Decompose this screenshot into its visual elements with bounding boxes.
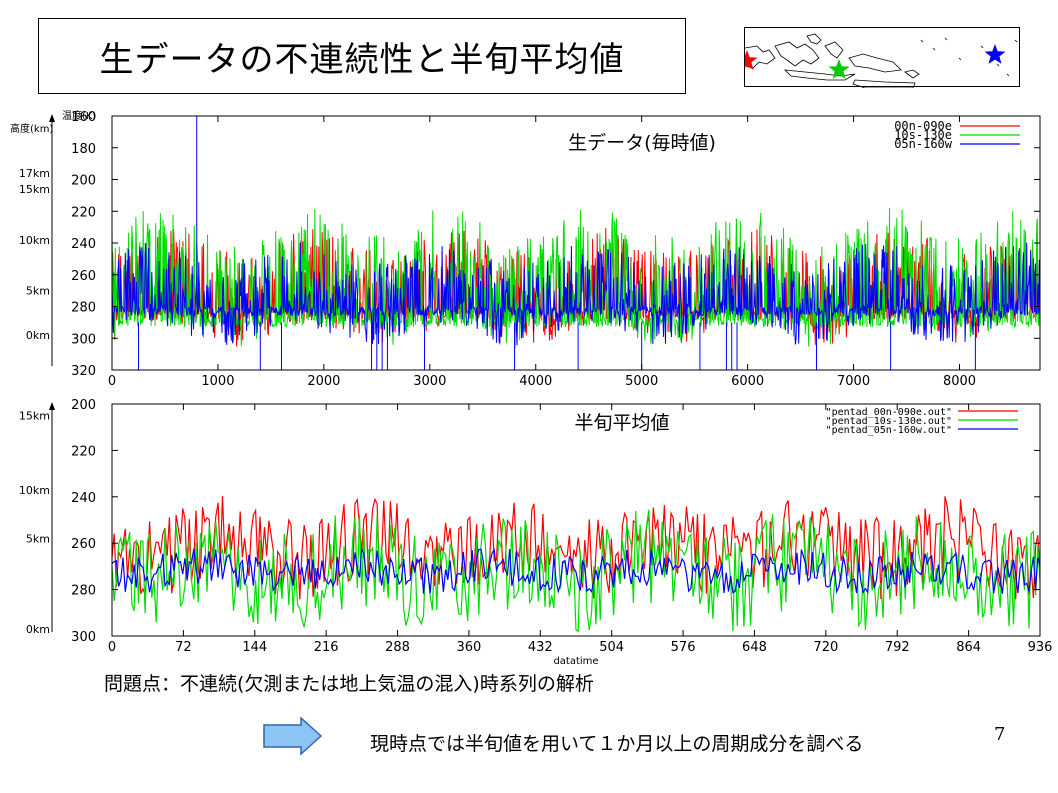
- page-number: 7: [994, 724, 1006, 745]
- y-tick-label: 160: [71, 110, 96, 125]
- y-tick-label: 200: [71, 398, 96, 413]
- altitude-label: 15km: [19, 183, 50, 196]
- legend-label: "pentad_05n-160w.out": [826, 425, 952, 436]
- chart-title: 半旬平均値: [574, 412, 669, 434]
- altitude-label: 5km: [26, 533, 50, 546]
- altitude-label: 17km: [19, 167, 50, 180]
- x-tick-label: 288: [385, 640, 410, 655]
- y-tick-label: 300: [71, 332, 96, 347]
- altitude-label: 5km: [26, 285, 50, 298]
- x-tick-label: 7000: [837, 374, 870, 389]
- series-line-2: [111, 509, 1041, 633]
- x-tick-label: 360: [457, 640, 482, 655]
- location-map: [744, 27, 1020, 88]
- y-tick-label: 240: [71, 491, 96, 506]
- legend-label: 10s-130e: [894, 128, 952, 142]
- x-tick-label: 72: [175, 640, 192, 655]
- chart-title: 生データ(毎時値): [568, 132, 716, 154]
- x-tick-label: 2000: [307, 374, 340, 389]
- series-line-3: [111, 242, 1041, 346]
- y-tick-label: 180: [71, 142, 96, 157]
- map-coastlines: [745, 33, 1018, 88]
- legend-label: "pentad_10s-130e.out": [826, 416, 952, 427]
- x-tick-label: 3000: [413, 374, 446, 389]
- x-tick-label: 6000: [731, 374, 764, 389]
- altitude-arrow-icon: [49, 402, 55, 410]
- x-tick-label: 5000: [625, 374, 658, 389]
- problem-note: 問題点：不連続(欠測または地上気温の混入)時系列の解析: [104, 673, 594, 695]
- station-star-icon-00n-090e: [745, 50, 758, 70]
- y-tick-label: 260: [71, 537, 96, 552]
- y-tick-label: 220: [71, 205, 96, 220]
- x-tick-label: 216: [314, 640, 339, 655]
- y-tick-label: 200: [71, 174, 96, 189]
- legend-label: 05n-160w: [894, 137, 953, 151]
- legend-label: "pentad_00n-090e.out": [826, 407, 952, 418]
- chart-1: 160 180 200 220 240 260 280 300 320 0 1000 2000 3000…: [10, 109, 1041, 389]
- chart-2: 200 220 240 260 280 300 0 72 144 216 288 360 432 504 5…: [19, 398, 1053, 667]
- x-tick-label: 864: [956, 640, 981, 655]
- altitude-label: 15km: [19, 410, 50, 423]
- series-line-1: [111, 495, 1041, 600]
- slide-title: 生データの不連続性と半旬平均値: [38, 18, 686, 94]
- altitude-label: 0km: [26, 623, 50, 636]
- series-line-3: [111, 546, 1041, 595]
- right-arrow-icon: [263, 717, 323, 756]
- x-axis-label: datatime: [553, 656, 598, 667]
- x-tick-label: 4000: [519, 374, 552, 389]
- y-axis-alt-label: 高度(km): [10, 122, 53, 135]
- y-tick-label: 300: [71, 630, 96, 645]
- y-axis-temp-label: 温度(K): [62, 109, 96, 122]
- x-tick-label: 8000: [943, 374, 976, 389]
- x-tick-label: 0: [108, 640, 116, 655]
- x-tick-label: 648: [742, 640, 767, 655]
- y-tick-label: 260: [71, 269, 96, 284]
- x-tick-label: 936: [1028, 640, 1053, 655]
- y-tick-label: 280: [71, 584, 96, 599]
- station-star-icon-10s-130e: [828, 59, 850, 79]
- x-tick-label: 504: [599, 640, 624, 655]
- y-tick-label: 320: [71, 364, 96, 379]
- map-svg: [745, 33, 1018, 88]
- station-star-icon-05n-160w: [984, 44, 1006, 64]
- plan-note: 現時点では半旬値を用いて１か月以上の周期成分を調べる: [370, 733, 864, 755]
- x-tick-label: 720: [813, 640, 838, 655]
- x-tick-label: 1000: [201, 374, 234, 389]
- x-tick-label: 432: [528, 640, 553, 655]
- y-tick-label: 280: [71, 301, 96, 316]
- altitude-label: 10km: [19, 234, 50, 247]
- x-tick-label: 792: [885, 640, 910, 655]
- altitude-arrow-icon: [49, 114, 55, 122]
- y-tick-label: 220: [71, 444, 96, 459]
- x-tick-label: 0: [108, 374, 116, 389]
- legend-label: 00n-090e: [894, 119, 952, 133]
- plot-frame: [111, 403, 1041, 637]
- altitude-label: 0km: [26, 329, 50, 342]
- altitude-label: 10km: [19, 484, 50, 497]
- x-tick-label: 576: [671, 640, 696, 655]
- x-tick-label: 144: [242, 640, 267, 655]
- dropout-spikes: [137, 116, 976, 370]
- y-tick-label: 240: [71, 237, 96, 252]
